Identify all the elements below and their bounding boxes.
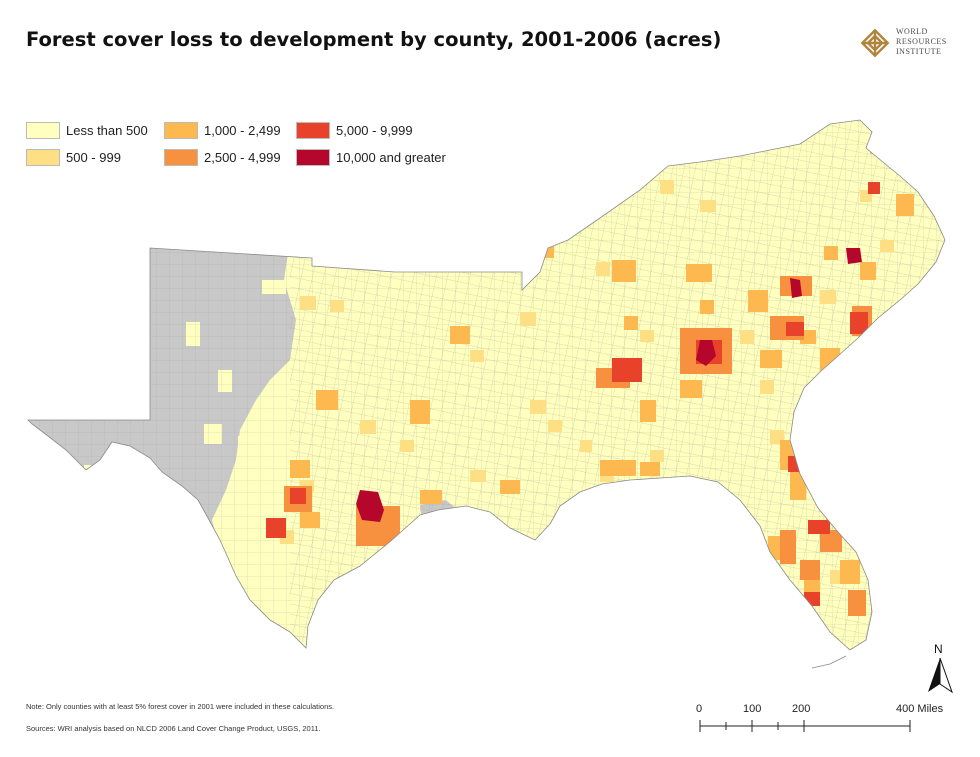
wri-knot-icon — [860, 28, 890, 58]
land-outline — [27, 119, 946, 651]
scale-tick-label: 0 — [696, 703, 703, 715]
legend-swatch — [296, 149, 330, 166]
legend-label: 500 - 999 — [66, 150, 121, 165]
legend-label: 10,000 and greater — [336, 150, 446, 165]
logo-line-1: WORLD — [896, 27, 928, 36]
legend-swatch — [26, 122, 60, 139]
legend-label: 5,000 - 9,999 — [336, 123, 413, 138]
scale-bar-graphic — [699, 720, 911, 732]
logo-text: WORLD RESOURCES INSTITUTE — [896, 27, 947, 57]
north-arrow: N — [922, 642, 958, 694]
logo-line-2: RESOURCES — [896, 37, 947, 46]
north-label: N — [934, 642, 943, 656]
choropleth-map — [27, 119, 946, 669]
legend: Less than 500 500 - 999 1,000 - 2,499 2,… — [26, 118, 496, 174]
scale-tick-label: 200 — [792, 703, 811, 715]
legend-swatch — [296, 122, 330, 139]
north-arrow-icon — [928, 657, 953, 694]
scale-tick-label: 100 — [743, 703, 762, 715]
legend-label: 1,000 - 2,499 — [204, 123, 281, 138]
legend-label: Less than 500 — [66, 123, 148, 138]
wri-logo: WORLD RESOURCES INSTITUTE — [860, 26, 970, 62]
sources-text: Sources: WRI analysis based on NLCD 2006… — [26, 724, 321, 733]
legend-label: 2,500 - 4,999 — [204, 150, 281, 165]
florida-keys — [811, 655, 847, 669]
map-title: Forest cover loss to development by coun… — [26, 28, 722, 51]
legend-swatch — [26, 149, 60, 166]
logo-line-3: INSTITUTE — [896, 47, 942, 56]
legend-swatch — [164, 149, 198, 166]
note-text: Note: Only counties with at least 5% for… — [26, 702, 335, 711]
legend-swatch — [164, 122, 198, 139]
scale-tick-label: 400 Miles — [896, 703, 944, 715]
scale-bar: 0 100 200 400 Miles — [696, 700, 956, 740]
